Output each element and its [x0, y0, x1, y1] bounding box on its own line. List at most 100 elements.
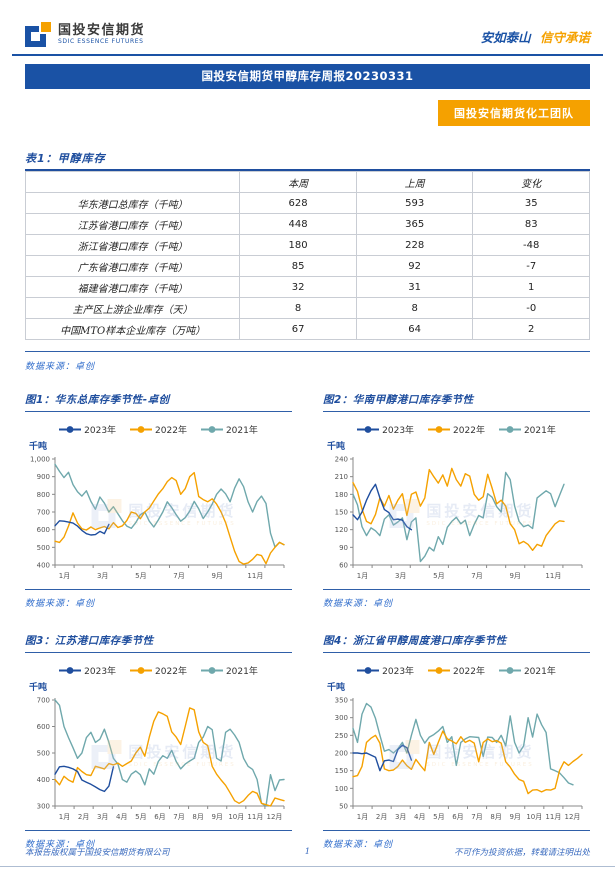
svg-text:5月: 5月 — [135, 813, 146, 821]
legend-item: 2021年 — [498, 664, 556, 677]
value-cell: -48 — [472, 234, 590, 256]
value-cell: 1 — [472, 276, 590, 298]
chart-1-legend: 2023年 2022年 2021年 — [25, 423, 292, 436]
svg-text:180: 180 — [335, 491, 348, 499]
footer-page-number: 1 — [304, 847, 311, 857]
svg-text:150: 150 — [335, 767, 348, 775]
svg-text:200: 200 — [335, 750, 348, 758]
row-label-cell: 浙江省港口库存（千吨） — [24, 234, 241, 256]
value-cell: 628 — [239, 192, 357, 214]
chart-4-title: 图4：浙江省甲醇周度港口库存季节性 — [323, 633, 590, 653]
svg-text:8月: 8月 — [490, 813, 501, 821]
value-cell: 593 — [355, 192, 474, 214]
svg-text:11月: 11月 — [545, 813, 561, 821]
company-logo-icon — [25, 22, 51, 48]
legend-item: 2022年 — [428, 423, 485, 436]
svg-text:50: 50 — [339, 803, 348, 811]
chart-2-data-source: 数据来源：卓创 — [323, 599, 394, 609]
svg-text:11月: 11月 — [545, 572, 561, 580]
svg-text:120: 120 — [335, 526, 348, 534]
company-logo: 国投安信期货 SDIC ESSENCE FUTURES — [25, 22, 145, 48]
row-label-cell: 华东港口总库存（千吨） — [24, 192, 241, 214]
chart-3-unit-label: 千吨 — [29, 683, 48, 693]
section-divider — [25, 589, 292, 590]
svg-text:60: 60 — [339, 562, 348, 570]
svg-text:250: 250 — [335, 732, 348, 740]
table-title: 表1：甲醇库存 — [25, 150, 590, 171]
svg-text:9月: 9月 — [211, 813, 222, 821]
svg-text:1月: 1月 — [357, 813, 368, 821]
chart-1-unit-label: 千吨 — [29, 442, 48, 452]
footer-disclaimer: 不可作为投资依据，转载请注明出处 — [453, 848, 590, 858]
charts-grid: 图1：华东总库存季节性-卓创 2023年 2022年 2021年 千吨 国投安信期货… — [25, 392, 590, 850]
chart-3-title: 图3：江苏港口库存季节性 — [25, 633, 292, 653]
table-row: 福建省港口库存（千吨） 32 31 1 — [24, 276, 590, 298]
legend-line-marker-icon — [130, 426, 153, 433]
legend-item: 2022年 — [130, 664, 187, 677]
legend-line-marker-icon — [200, 426, 223, 433]
svg-text:1月: 1月 — [59, 813, 70, 821]
value-cell: 8 — [355, 297, 474, 319]
svg-text:600: 600 — [37, 526, 50, 534]
legend-line-marker-icon — [59, 667, 82, 674]
legend-label: 2022年 — [155, 426, 187, 436]
svg-text:2月: 2月 — [376, 813, 387, 821]
svg-text:9月: 9月 — [211, 572, 222, 580]
table-row: 江苏省港口库存（千吨） 448 365 83 — [24, 213, 590, 235]
svg-text:11月: 11月 — [247, 572, 263, 580]
value-cell: -7 — [472, 255, 590, 277]
legend-label: 2021年 — [225, 667, 258, 677]
legend-line-marker-icon — [200, 667, 223, 674]
section-divider — [323, 589, 590, 590]
chart-4-unit-label: 千吨 — [327, 683, 346, 693]
value-cell: -0 — [472, 297, 590, 319]
legend-line-marker-icon — [59, 426, 82, 433]
page-footer: 本报告版权属于国投安信期货有限公司 1 不可作为投资依据，转载请注明出处 — [25, 846, 590, 858]
value-cell: 67 — [239, 318, 357, 340]
svg-text:240: 240 — [335, 456, 348, 464]
svg-text:1月: 1月 — [357, 572, 368, 580]
section-divider — [25, 830, 292, 831]
section-divider — [25, 351, 590, 352]
legend-label: 2023年 — [382, 426, 415, 436]
legend-item: 2021年 — [200, 664, 258, 677]
legend-label: 2021年 — [523, 426, 556, 436]
row-label-cell: 江苏省港口库存（千吨） — [24, 213, 241, 235]
legend-line-marker-icon — [428, 426, 451, 433]
legend-line-marker-icon — [357, 426, 380, 433]
slogan-primary: 安如泰山 — [480, 30, 531, 45]
value-cell: 228 — [355, 234, 474, 256]
legend-label: 2022年 — [155, 667, 187, 677]
legend-item: 2022年 — [428, 664, 485, 677]
legend-label: 2021年 — [225, 426, 258, 436]
svg-text:8月: 8月 — [192, 813, 203, 821]
svg-text:300: 300 — [335, 714, 348, 722]
table-data-source: 数据来源：卓创 — [25, 362, 96, 372]
section-divider — [323, 830, 590, 831]
svg-text:5月: 5月 — [433, 813, 444, 821]
legend-item: 2021年 — [200, 423, 258, 436]
legend-label: 2023年 — [84, 426, 117, 436]
inventory-table: 本周 上周 变化 华东港口总库存（千吨） 628 593 35 江苏省港口库存（千吨） 448… — [24, 171, 590, 340]
chart-3-data-source: 数据来源：卓创 — [25, 840, 96, 850]
legend-item: 2023年 — [357, 423, 414, 436]
svg-text:300: 300 — [37, 803, 50, 811]
svg-text:9月: 9月 — [509, 572, 520, 580]
svg-text:700: 700 — [37, 509, 50, 517]
svg-text:900: 900 — [37, 473, 50, 481]
value-cell: 31 — [355, 276, 474, 298]
legend-item: 2022年 — [130, 423, 187, 436]
value-cell: 32 — [239, 276, 357, 298]
svg-text:9月: 9月 — [509, 813, 520, 821]
legend-line-marker-icon — [498, 667, 521, 674]
svg-text:7月: 7月 — [471, 813, 482, 821]
chart-block-3: 图3：江苏港口库存季节性 2023年 2022年 2021年 千吨 国投安信期货 SD… — [25, 633, 292, 850]
table-row: 主产区上游企业库存（天） 8 8 -0 — [24, 297, 590, 319]
value-cell: 83 — [472, 213, 590, 235]
svg-text:1月: 1月 — [59, 572, 70, 580]
svg-text:700: 700 — [37, 697, 50, 705]
svg-text:90: 90 — [339, 544, 348, 552]
legend-label: 2021年 — [523, 667, 556, 677]
legend-item: 2023年 — [357, 664, 414, 677]
